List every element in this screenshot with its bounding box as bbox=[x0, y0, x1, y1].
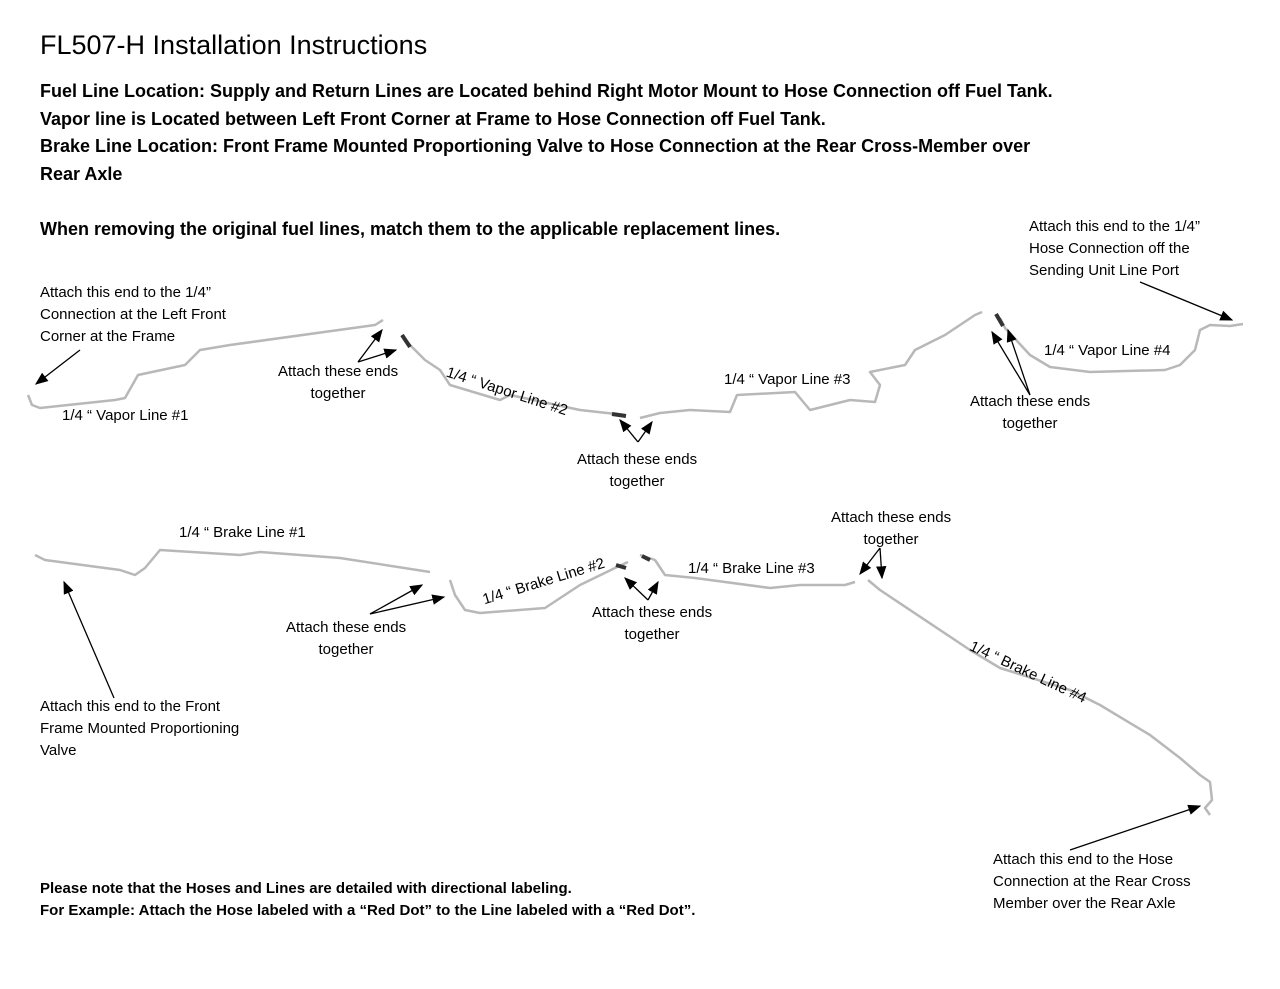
pointer-arrow-icon bbox=[637, 420, 653, 443]
pointer-arrow-icon bbox=[624, 577, 649, 601]
page-title: FL507-H Installation Instructions bbox=[40, 30, 428, 60]
vapor-line-1-label: 1/4 “ Vapor Line #1 bbox=[62, 407, 189, 424]
brake-line-location-cont: Rear Axle bbox=[40, 163, 123, 184]
vapor-line-3 bbox=[639, 310, 983, 420]
vapor-line-2 bbox=[401, 334, 626, 417]
pointer-arrow-icon bbox=[647, 580, 659, 601]
attach-note-vapor-2-3: Attach these ends together bbox=[577, 451, 698, 490]
hose-fitting bbox=[611, 412, 627, 418]
rear-cross-note: Attach this end to the Hose Connection at… bbox=[993, 851, 1191, 912]
vapor-line-4-label: 1/4 “ Vapor Line #4 bbox=[1044, 342, 1171, 359]
attach-note-brake-1-2: Attach these ends together bbox=[286, 619, 407, 658]
brake-line-2 bbox=[448, 560, 629, 615]
pointer-arrow-icon bbox=[991, 330, 1031, 396]
pointer-arrow-icon bbox=[876, 547, 887, 580]
brake-line-4 bbox=[867, 579, 1214, 816]
attach-note-vapor-3-4: Attach these ends together bbox=[970, 393, 1091, 432]
pointer-arrow-icon bbox=[1069, 804, 1202, 851]
attach-note-vapor-1-2: Attach these ends together bbox=[278, 363, 399, 402]
fuel-line-location: Fuel Line Location: Supply and Return Li… bbox=[40, 81, 1053, 101]
hose-fitting bbox=[400, 333, 412, 349]
pointer-arrow-icon bbox=[63, 580, 115, 699]
vapor-line-4 bbox=[998, 317, 1244, 374]
brake-line-1 bbox=[34, 548, 431, 577]
attach-note-brake-2-3: Attach these ends together bbox=[592, 604, 713, 643]
pointer-arrow-icon bbox=[1006, 328, 1031, 396]
brake-line-3-label: 1/4 “ Brake Line #3 bbox=[688, 560, 815, 577]
hose-fitting bbox=[615, 563, 627, 570]
brake-line-3 bbox=[639, 553, 856, 590]
pointer-arrow-icon bbox=[369, 594, 446, 615]
pointer-arrow-icon bbox=[1139, 281, 1234, 321]
pointer-arrow-icon bbox=[859, 547, 881, 576]
prop-valve-note: Attach this end to the Front Frame Mounte… bbox=[40, 698, 240, 759]
brake-line-1-label: 1/4 “ Brake Line #1 bbox=[179, 524, 306, 541]
vapor-line-3-label: 1/4 “ Vapor Line #3 bbox=[724, 371, 851, 388]
pointer-arrow-icon bbox=[357, 328, 383, 363]
attach-note-brake-3-4: Attach these ends together bbox=[831, 509, 952, 548]
pointer-arrow-icon bbox=[369, 584, 424, 615]
pointer-arrow-icon bbox=[357, 348, 398, 363]
vapor-line-1 bbox=[26, 318, 384, 410]
pointer-arrow-icon bbox=[619, 418, 639, 443]
pointer-arrow-icon bbox=[34, 349, 81, 385]
left-front-note: Attach this end to the 1/4” Connection at… bbox=[40, 284, 226, 345]
hose-fitting bbox=[641, 554, 651, 562]
brake-line-location: Brake Line Location: Front Frame Mounted… bbox=[40, 136, 1031, 156]
instruction: When removing the original fuel lines, m… bbox=[40, 219, 781, 239]
sending-unit-note: Attach this end to the 1/4” Hose Connecti… bbox=[1029, 218, 1200, 279]
footer-note: Please note that the Hoses and Lines are… bbox=[40, 880, 696, 919]
header-text: Fuel Line Location: Supply and Return Li… bbox=[40, 78, 1053, 188]
vapor-line-location: Vapor line is Located between Left Front… bbox=[40, 108, 826, 129]
hose-fitting bbox=[994, 312, 1005, 328]
